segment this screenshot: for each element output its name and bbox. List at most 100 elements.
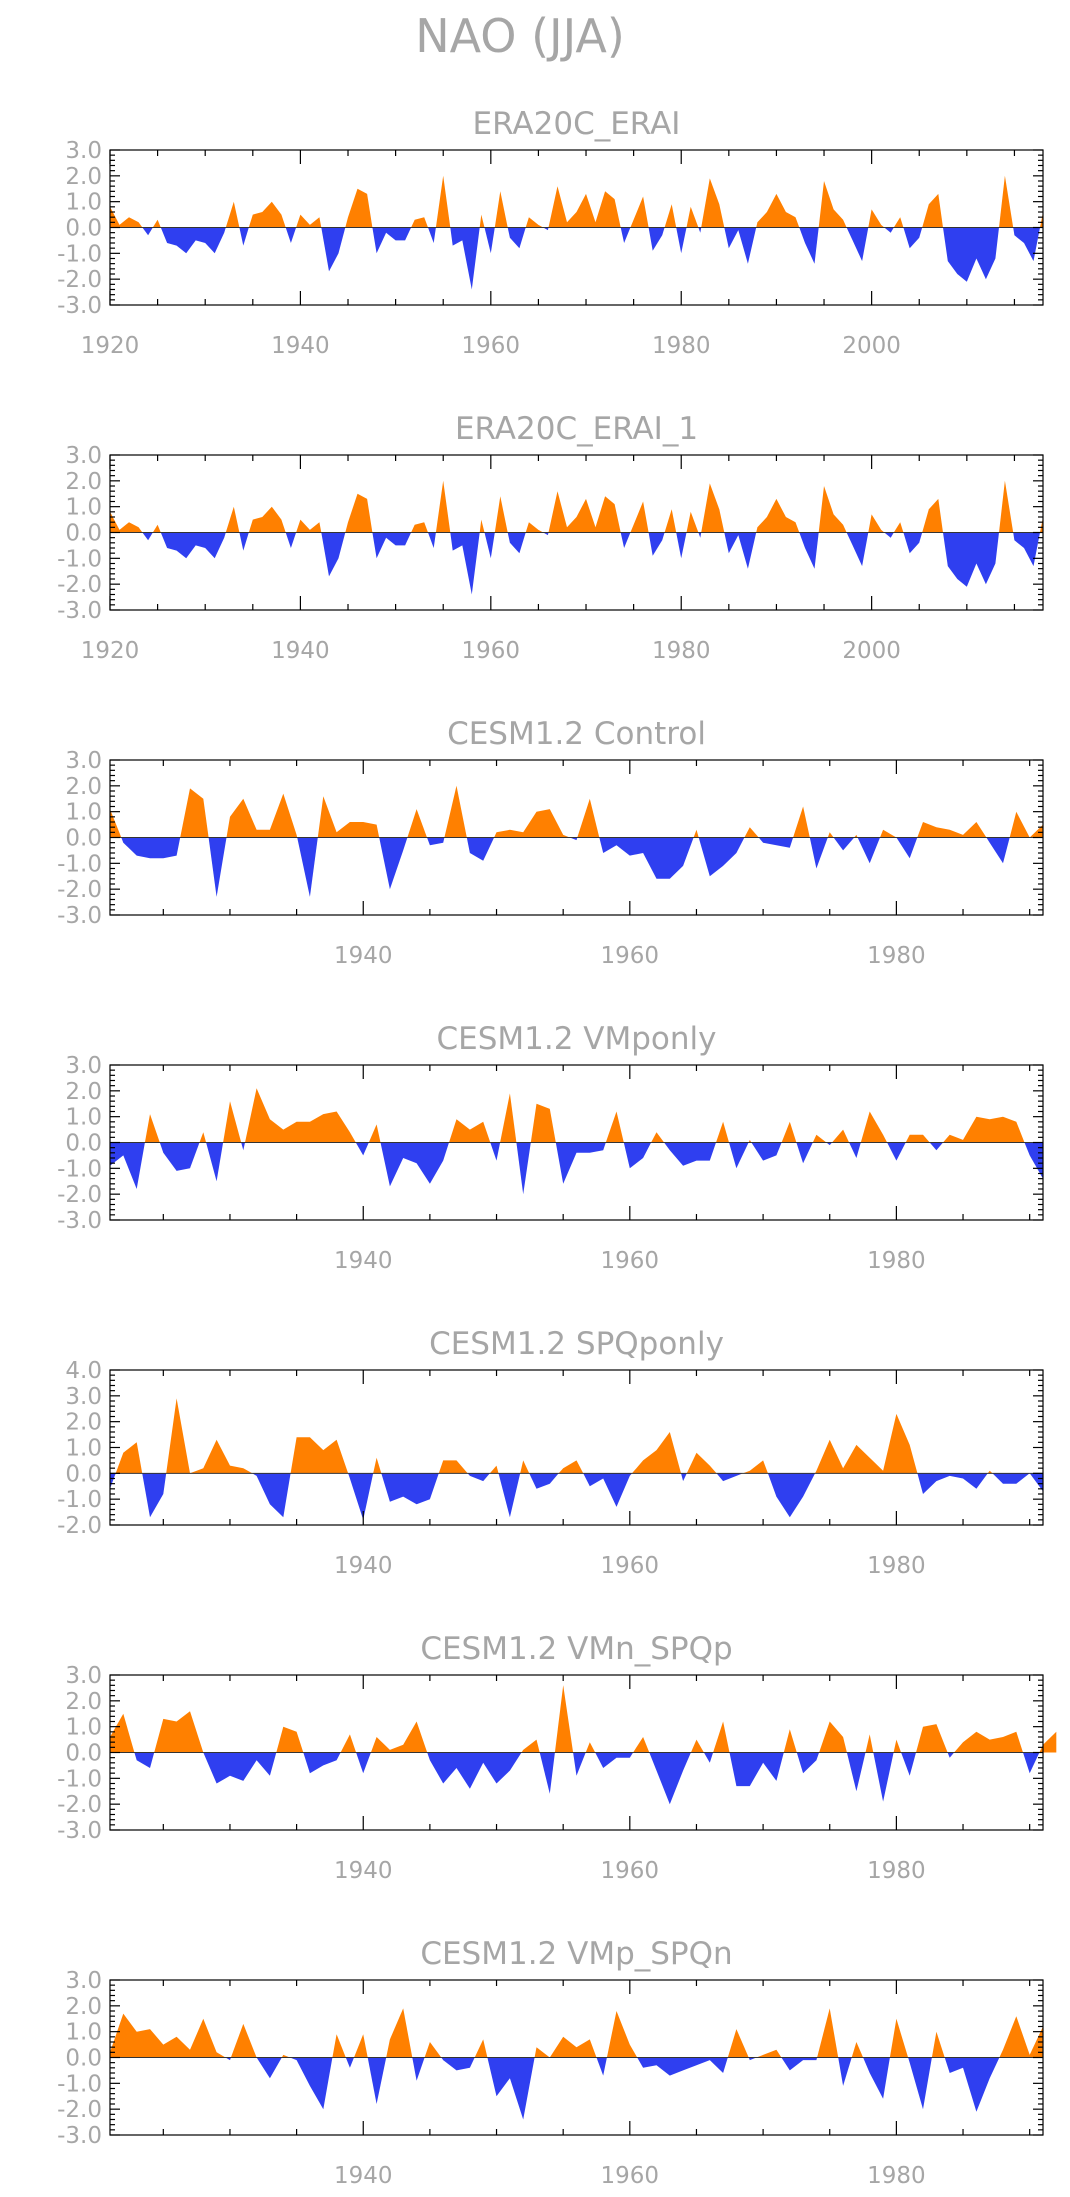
- positive-anomaly-area: [521, 1739, 540, 1753]
- negative-anomaly-area: [873, 1752, 894, 1802]
- positive-anomaly-area: [743, 1460, 768, 1474]
- positive-anomaly-area: [494, 496, 508, 533]
- y-tick-label: -2.0: [57, 267, 102, 293]
- negative-anomaly-area: [380, 1142, 449, 1187]
- positive-anomaly-area: [819, 1721, 847, 1753]
- positive-anomaly-area: [818, 181, 847, 228]
- negative-anomaly-area: [748, 2057, 757, 2061]
- negative-anomaly-area: [698, 227, 702, 233]
- negative-anomaly-area: [345, 2057, 354, 2068]
- x-tick-label: 2000: [842, 638, 901, 664]
- positive-anomaly-area: [987, 1470, 993, 1474]
- positive-anomaly-area: [525, 217, 544, 228]
- negative-anomaly-area: [239, 532, 249, 551]
- panel-title: CESM1.2 SPQponly: [429, 1326, 724, 1362]
- y-tick-label: 3.0: [65, 1968, 102, 1994]
- negative-anomaly-area: [863, 2057, 890, 2099]
- y-tick-label: 2.0: [65, 774, 102, 800]
- negative-anomaly-area: [884, 227, 894, 233]
- negative-anomaly-area: [833, 837, 855, 851]
- positive-anomaly-area: [651, 1132, 665, 1143]
- positive-anomaly-area: [110, 2013, 226, 2058]
- negative-anomaly-area: [484, 227, 495, 254]
- y-tick-label: 1.0: [65, 1105, 102, 1131]
- y-tick-label: -1.0: [57, 1487, 102, 1513]
- positive-anomaly-area: [893, 522, 904, 533]
- negative-anomaly-area: [887, 1142, 906, 1161]
- positive-anomaly-area: [154, 1711, 204, 1753]
- negative-anomaly-area: [539, 1752, 555, 1794]
- positive-anomaly-area: [110, 1713, 135, 1753]
- positive-anomaly-area: [832, 1129, 850, 1143]
- negative-anomaly-area: [698, 532, 702, 538]
- negative-anomaly-area: [903, 532, 923, 554]
- positive-anomaly-area: [449, 1119, 491, 1143]
- positive-anomaly-area: [281, 2054, 290, 2058]
- positive-anomaly-area: [916, 1724, 948, 1753]
- negative-anomaly-area: [498, 1473, 521, 1518]
- positive-anomaly-area: [744, 827, 759, 838]
- x-tick-label: 1920: [81, 333, 140, 359]
- negative-anomaly-area: [637, 2057, 728, 2076]
- positive-anomaly-area: [606, 2011, 638, 2058]
- panel-title: ERA20C_ERAI_1: [455, 411, 698, 447]
- y-tick-label: 1.0: [65, 1436, 102, 1462]
- positive-anomaly-area: [411, 217, 428, 228]
- panel-7: CESM1.2 VMp_SPQn 3.02.01.00.0-1.0-2.0-3.0…: [57, 1936, 1044, 2189]
- positive-anomaly-area: [438, 1460, 468, 1474]
- y-tick-label: -3.0: [57, 1208, 102, 1234]
- negative-anomaly-area: [348, 1473, 374, 1520]
- negative-anomaly-area: [303, 1752, 341, 1774]
- negative-anomaly-area: [203, 1752, 277, 1784]
- positive-anomaly-area: [225, 506, 240, 533]
- x-tick-label: 1980: [652, 638, 711, 664]
- positive-anomaly-area: [793, 806, 810, 838]
- positive-anomaly-area: [435, 175, 451, 228]
- positive-anomaly-area: [713, 1721, 730, 1753]
- negative-anomaly-area: [1013, 532, 1040, 567]
- positive-anomaly-area: [865, 1734, 874, 1753]
- negative-anomaly-area: [648, 227, 665, 251]
- negative-anomaly-area: [372, 532, 412, 559]
- positive-anomaly-area: [783, 1729, 797, 1753]
- panel-2: ERA20C_ERAI_1 3.02.01.00.0-1.0-2.0-3.0 192…: [57, 411, 1044, 664]
- positive-anomaly-area: [756, 2049, 782, 2058]
- negative-anomaly-area: [412, 2057, 425, 2081]
- negative-anomaly-area: [1013, 227, 1040, 262]
- negative-anomaly-area: [703, 1752, 714, 1763]
- y-tick-label: -1.0: [57, 546, 102, 572]
- y-tick-label: 2.0: [65, 1079, 102, 1105]
- negative-anomaly-area: [781, 2057, 818, 2071]
- positive-anomaly-area: [577, 798, 600, 838]
- y-tick-label: 1.0: [65, 1715, 102, 1741]
- positive-anomaly-area: [479, 214, 485, 228]
- y-tick-label: -1.0: [57, 241, 102, 267]
- negative-anomaly-area: [355, 1142, 369, 1156]
- positive-anomaly-area: [605, 1111, 624, 1143]
- positive-anomaly-area: [686, 206, 699, 228]
- negative-anomaly-area: [573, 1752, 586, 1776]
- positive-anomaly-area: [686, 511, 699, 533]
- negative-anomaly-area: [289, 2057, 333, 2110]
- negative-anomaly-area: [649, 1752, 691, 1805]
- x-tick-label: 1960: [601, 943, 660, 969]
- negative-anomaly-area: [356, 1752, 371, 1774]
- y-tick-label: 4.0: [65, 1358, 102, 1384]
- negative-anomaly-area: [698, 837, 745, 877]
- x-tick-label: 1960: [462, 638, 521, 664]
- negative-anomaly-area: [623, 1142, 652, 1169]
- positive-anomaly-area: [922, 498, 943, 533]
- x-tick-label: 1980: [867, 943, 926, 969]
- negative-anomaly-area: [487, 2057, 535, 2120]
- negative-anomaly-area: [321, 532, 346, 577]
- negative-anomaly-area: [142, 227, 153, 236]
- x-tick-label: 1920: [81, 638, 140, 664]
- positive-anomaly-area: [585, 1742, 596, 1753]
- negative-anomaly-area: [208, 837, 227, 897]
- positive-anomaly-area: [756, 498, 800, 533]
- y-tick-label: -2.0: [57, 877, 102, 903]
- positive-anomaly-area: [296, 214, 322, 228]
- negative-anomaly-area: [599, 837, 694, 879]
- negative-anomaly-area: [947, 1752, 955, 1758]
- negative-anomaly-area: [681, 1473, 687, 1482]
